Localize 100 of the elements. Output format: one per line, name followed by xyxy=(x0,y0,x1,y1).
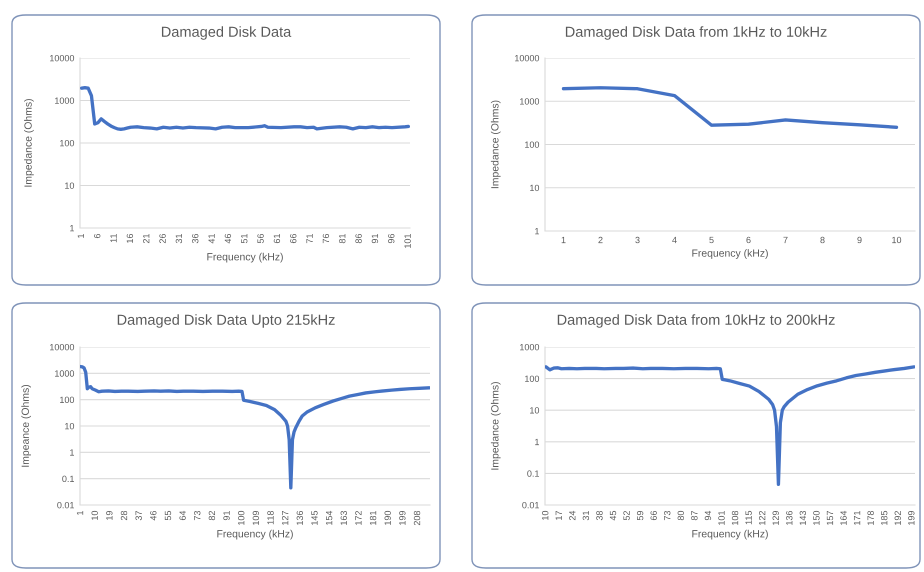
y-tick-label: 10 xyxy=(530,184,540,192)
x-tick-label: 6 xyxy=(746,236,751,244)
x-tick-label: 185 xyxy=(881,510,888,525)
x-tick-label: 208 xyxy=(414,510,420,526)
x-tick-label: 73 xyxy=(194,510,200,520)
x-tick-label: 46 xyxy=(150,510,156,520)
x-axis-title: Frequency (kHz) xyxy=(692,249,768,259)
line-series xyxy=(80,364,430,490)
x-tick-label: 122 xyxy=(758,511,766,525)
x-tick-label: 38 xyxy=(596,510,603,520)
x-tick-label: 61 xyxy=(274,234,280,244)
y-tick-label: 1 xyxy=(535,438,540,446)
y-tick-label: 1 xyxy=(70,449,74,456)
x-axis-title: Frequency (kHz) xyxy=(692,530,768,540)
x-tick-label: 24 xyxy=(569,510,576,520)
x-tick-label: 28 xyxy=(120,510,128,520)
x-tick-label: 91 xyxy=(223,510,230,520)
y-tick-label: 10 xyxy=(65,422,74,430)
x-tick-label: 45 xyxy=(610,510,616,520)
x-tick-label: 31 xyxy=(176,234,182,244)
x-tick-label: 1 xyxy=(562,236,566,244)
x-tick-label: 4 xyxy=(672,236,677,244)
line-series xyxy=(545,365,915,486)
x-tick-label: 66 xyxy=(290,234,296,244)
x-tick-label: 171 xyxy=(854,510,860,525)
x-tick-label: 71 xyxy=(306,234,313,244)
x-tick-label: 5 xyxy=(709,236,714,244)
x-tick-label: 172 xyxy=(355,511,362,525)
x-tick-label: 127 xyxy=(282,511,288,525)
y-tick-label: 1 xyxy=(70,225,74,232)
x-tick-label: 163 xyxy=(340,510,347,525)
chart-title: Damaged Disk Data Upto 215kHz xyxy=(118,314,335,328)
x-tick-label: 51 xyxy=(241,234,248,244)
x-tick-label: 157 xyxy=(826,511,834,525)
x-tick-label: 145 xyxy=(311,510,318,525)
y-tick-label: 10 xyxy=(530,407,540,414)
x-tick-label: 9 xyxy=(857,236,862,244)
x-tick-label: 129 xyxy=(772,510,779,525)
y-tick-label: 1000 xyxy=(520,98,540,105)
x-tick-label: 109 xyxy=(252,510,260,525)
x-axis-title: Frequency (kHz) xyxy=(217,530,293,540)
x-tick-label: 190 xyxy=(384,510,391,525)
x-tick-label: 66 xyxy=(650,510,657,520)
x-tick-label: 8 xyxy=(820,236,825,244)
x-tick-label: 143 xyxy=(800,510,806,525)
x-tick-label: 17 xyxy=(556,511,562,520)
x-tick-label: 52 xyxy=(623,511,630,520)
x-tick-label: 82 xyxy=(208,511,216,520)
x-tick-label: 87 xyxy=(691,511,698,520)
x-tick-label: 118 xyxy=(267,510,274,524)
x-tick-label: 192 xyxy=(894,511,901,525)
x-tick-label: 164 xyxy=(840,510,847,525)
x-tick-label: 199 xyxy=(399,510,406,525)
x-axis-title: Frequency (kHz) xyxy=(207,252,283,262)
x-tick-label: 11 xyxy=(110,234,117,242)
x-tick-label: 59 xyxy=(636,510,644,520)
x-tick-label: 76 xyxy=(322,234,330,244)
chart-title: Damaged Disk Data from 1kHz to 10kHz xyxy=(566,26,827,40)
x-tick-label: 31 xyxy=(582,510,590,520)
x-tick-label: 100 xyxy=(238,510,244,525)
y-tick-label: 10000 xyxy=(50,54,74,62)
y-tick-label: 100 xyxy=(525,376,540,382)
x-tick-label: 1 xyxy=(76,510,84,515)
x-tick-label: 16 xyxy=(126,234,134,243)
x-tick-label: 3 xyxy=(635,236,640,244)
x-tick-label: 36 xyxy=(192,234,198,244)
x-tick-label: 64 xyxy=(179,510,186,520)
x-tick-label: 21 xyxy=(143,234,150,244)
x-tick-label: 136 xyxy=(786,510,792,525)
x-tick-label: 55 xyxy=(164,510,172,520)
x-tick-label: 91 xyxy=(372,234,378,244)
chart-title: Damaged Disk Data from 10kHz to 200kHz xyxy=(558,314,835,328)
y-tick-label: 0.01 xyxy=(57,502,74,508)
x-tick-label: 96 xyxy=(388,234,394,244)
x-tick-label: 150 xyxy=(813,510,820,525)
x-tick-label: 81 xyxy=(339,234,346,244)
x-tick-label: 108 xyxy=(732,510,738,525)
y-tick-label: 100 xyxy=(60,140,74,146)
x-tick-label: 7 xyxy=(783,236,788,244)
x-tick-label: 115 xyxy=(745,510,752,524)
y-tick-label: 1000 xyxy=(55,97,74,104)
y-tick-label: 100 xyxy=(525,141,540,148)
x-tick-label: 2 xyxy=(598,236,603,244)
x-tick-label: 101 xyxy=(718,510,725,525)
x-tick-label: 41 xyxy=(208,234,215,244)
y-tick-label: 10000 xyxy=(515,54,540,62)
x-tick-label: 10 xyxy=(91,510,98,520)
x-tick-label: 101 xyxy=(404,234,411,248)
y-tick-label: 1000 xyxy=(55,370,74,377)
y-tick-label: 0.01 xyxy=(522,502,540,508)
x-tick-label: 1 xyxy=(78,234,84,238)
chart-title: Damaged Disk Data xyxy=(162,26,292,40)
y-axis-title: Impeance (Ohms) xyxy=(21,384,31,467)
y-axis-title: Impedance (Ohms) xyxy=(24,99,34,187)
y-tick-label: 10 xyxy=(65,182,74,189)
x-tick-label: 94 xyxy=(704,510,712,520)
y-axis-title: Impedance (Ohms) xyxy=(490,382,501,470)
x-tick-label: 37 xyxy=(135,511,142,520)
y-axis-title: Impedance (Ohms) xyxy=(490,100,501,188)
x-tick-label: 199 xyxy=(908,510,915,525)
